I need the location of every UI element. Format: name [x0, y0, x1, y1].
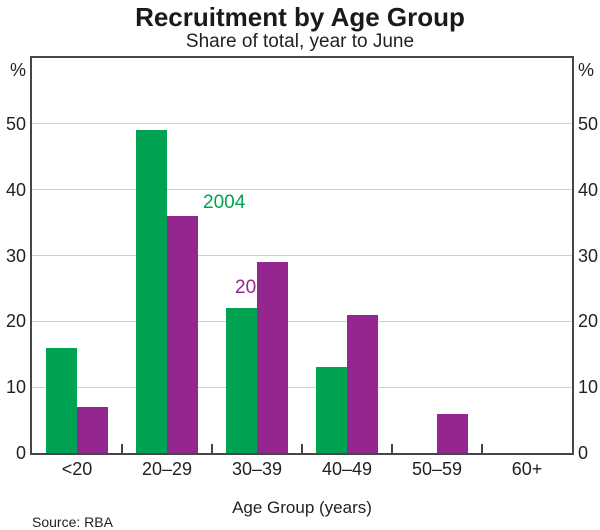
y-label-right-30: 30 [578, 245, 599, 266]
plot-area: 2004 2014 [32, 58, 572, 453]
x-label-60+: 60+ [511, 459, 543, 479]
x-axis-tick [391, 444, 393, 453]
bar-2004-<20 [46, 347, 77, 453]
bar-2004-30–39 [226, 308, 257, 453]
source-note: Source: RBA [32, 514, 113, 530]
x-axis-tick [481, 444, 483, 453]
chart-title: Recruitment by Age Group [135, 2, 465, 32]
y-label-left-20: 20 [5, 311, 26, 332]
gridline-20 [32, 320, 572, 322]
y-label-right-10: 10 [578, 377, 599, 398]
series-label-2014: 2014 [235, 277, 278, 298]
bar-2014-<20 [77, 406, 108, 453]
gridline-50 [32, 123, 572, 125]
x-label-<20: <20 [61, 459, 93, 479]
chart-subtitle: Share of total, year to June [185, 31, 415, 52]
y-label-left-percent: % [9, 60, 26, 80]
bar-2014-20–29 [167, 216, 198, 453]
bar-2014-50–59 [437, 413, 468, 453]
x-axis-title: Age Group (years) [232, 498, 372, 517]
x-label-30–39: 30–39 [231, 459, 283, 479]
x-axis-tick [211, 444, 213, 453]
gridline-40 [32, 189, 572, 191]
x-axis-tick [121, 444, 123, 453]
x-label-20–29: 20–29 [141, 459, 193, 479]
y-label-right-percent: % [578, 60, 595, 80]
bar-2004-40–49 [316, 367, 347, 453]
gridline-30 [32, 255, 572, 256]
y-label-left-0: 0 [15, 443, 26, 463]
y-label-right-40: 40 [578, 179, 599, 200]
series-label-2004: 2004 [203, 192, 246, 213]
y-label-left-40: 40 [5, 179, 26, 200]
bar-2004-20–29 [136, 130, 167, 453]
y-label-right-0: 0 [578, 443, 589, 463]
x-label-50–59: 50–59 [411, 459, 463, 479]
y-label-left-50: 50 [5, 113, 26, 134]
y-label-right-50: 50 [578, 113, 599, 134]
y-label-right-20: 20 [578, 311, 599, 332]
y-label-left-10: 10 [5, 377, 26, 398]
x-axis-tick [301, 444, 303, 453]
bar-2014-30–39 [257, 262, 288, 453]
gridline-10 [32, 386, 572, 388]
bar-2014-40–49 [347, 314, 378, 453]
x-label-40–49: 40–49 [321, 459, 373, 479]
y-label-left-30: 30 [5, 245, 26, 266]
